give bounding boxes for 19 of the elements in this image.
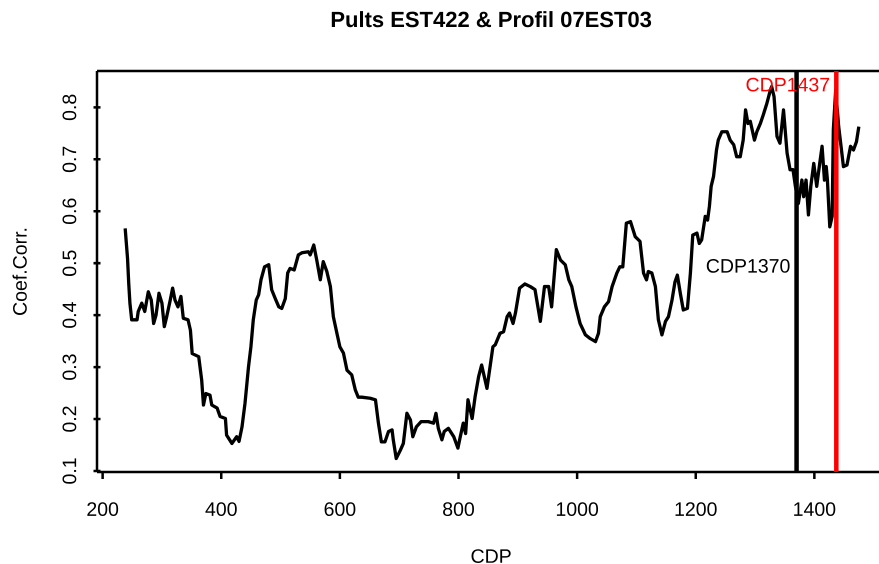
ref-line-label: CDP1370 (706, 258, 790, 273)
y-tick-label: 0.7 (62, 146, 76, 172)
y-tick-label: 0.3 (62, 354, 76, 380)
y-axis-title: Coef.Corr. (12, 228, 27, 315)
x-tick-label: 200 (87, 502, 118, 516)
x-tick-label: 1200 (676, 502, 717, 516)
y-tick-label: 0.1 (62, 458, 76, 484)
y-tick-label: 0.5 (62, 250, 76, 276)
y-tick-label: 0.4 (62, 302, 76, 328)
x-tick-label: 1000 (556, 502, 598, 516)
x-tick-label: 400 (205, 502, 237, 516)
x-tick-label: 600 (324, 502, 356, 516)
y-tick-label: 0.2 (62, 406, 76, 432)
chart-title: Pults EST422 & Profil 07EST03 (332, 11, 652, 28)
y-tick-label: 0.8 (62, 94, 76, 120)
x-tick-label: 1400 (794, 502, 836, 516)
y-tick-label: 0.6 (62, 198, 76, 224)
x-tick-label: 800 (443, 502, 474, 516)
x-axis-title: CDP (472, 549, 511, 563)
